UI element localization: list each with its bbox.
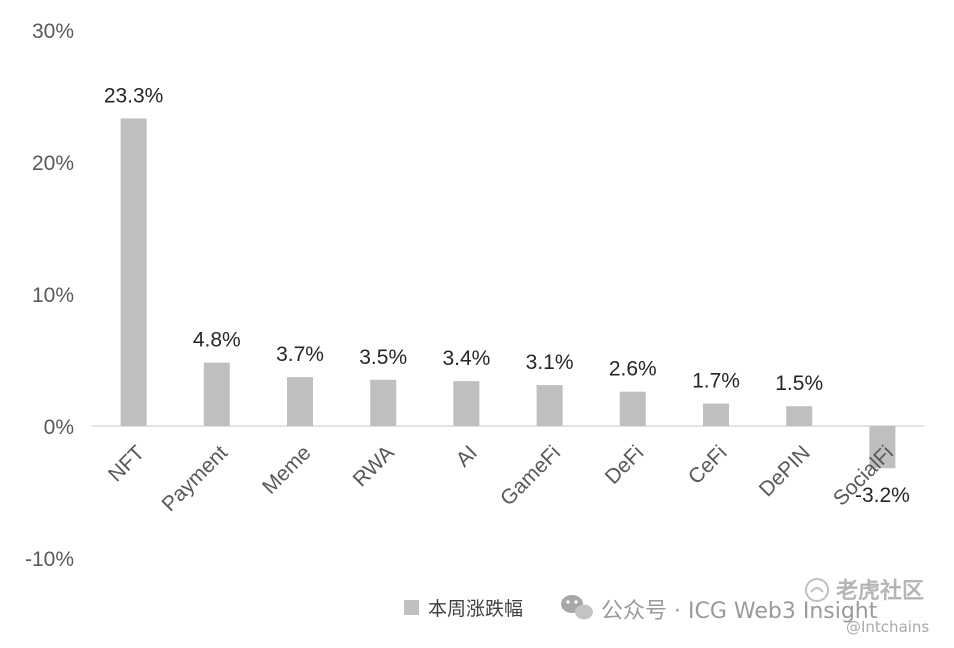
legend-label: 本周涨跌幅 bbox=[428, 598, 523, 620]
category-label: NFT bbox=[104, 441, 149, 486]
bar-defi bbox=[619, 391, 646, 426]
data-labels: 23.3% 4.8% 3.7% 3.5% 3.4% 3.1% 2.6% 1.7% 1.5% -3.… bbox=[104, 84, 910, 507]
legend: 本周涨跌幅 bbox=[404, 598, 523, 620]
tiger-logo-icon bbox=[805, 578, 829, 602]
category-label: RWA bbox=[349, 441, 399, 491]
data-label: -3.2% bbox=[855, 484, 910, 507]
watermark-source: 公众号 · ICG Web3 Insight bbox=[601, 599, 878, 624]
data-label: 3.5% bbox=[359, 346, 407, 369]
y-tick-label: -10% bbox=[25, 548, 74, 571]
bar-socialfi bbox=[869, 426, 896, 469]
category-label: Meme bbox=[258, 441, 316, 499]
category-label: AI bbox=[452, 441, 482, 471]
bar-nft bbox=[120, 118, 147, 426]
data-label: 4.8% bbox=[193, 329, 241, 352]
bar-rwa bbox=[370, 379, 397, 426]
data-label: 1.5% bbox=[775, 372, 823, 395]
bar-meme bbox=[287, 377, 313, 426]
watermark: 公众号 · ICG Web3 Insight 老虎社区 @Intchains bbox=[561, 578, 929, 636]
bar-gamefi bbox=[536, 385, 563, 426]
legend-swatch bbox=[404, 600, 419, 615]
y-tick-label: 10% bbox=[32, 284, 74, 307]
bar-ai bbox=[453, 381, 480, 426]
category-label: GameFi bbox=[496, 441, 565, 510]
y-axis-ticks: 30% 20% 10% 0% -10% bbox=[25, 20, 74, 571]
data-label: 23.3% bbox=[104, 84, 164, 107]
category-labels: NFT Payment Meme RWA AI GameFi DeFi CeFi DePIN So… bbox=[104, 441, 898, 516]
y-tick-label: 0% bbox=[44, 416, 74, 439]
watermark-logo: 老虎社区 bbox=[835, 578, 924, 604]
data-label: 3.4% bbox=[442, 347, 490, 370]
watermark-handle: @Intchains bbox=[846, 618, 929, 636]
bars bbox=[120, 118, 896, 469]
data-label: 3.7% bbox=[276, 343, 324, 366]
data-label: 3.1% bbox=[526, 351, 574, 374]
bar-depin bbox=[786, 406, 813, 426]
y-tick-label: 20% bbox=[32, 152, 74, 175]
category-label: Payment bbox=[157, 441, 232, 516]
bar-payment bbox=[203, 362, 230, 426]
bar-cefi bbox=[703, 403, 729, 426]
y-tick-label: 30% bbox=[32, 20, 74, 43]
category-label: CeFi bbox=[684, 441, 732, 489]
data-label: 2.6% bbox=[609, 358, 657, 381]
category-label: DeFi bbox=[601, 441, 649, 489]
category-label: DePIN bbox=[755, 441, 815, 501]
wechat-icon bbox=[561, 595, 593, 620]
data-label: 1.7% bbox=[692, 370, 740, 393]
